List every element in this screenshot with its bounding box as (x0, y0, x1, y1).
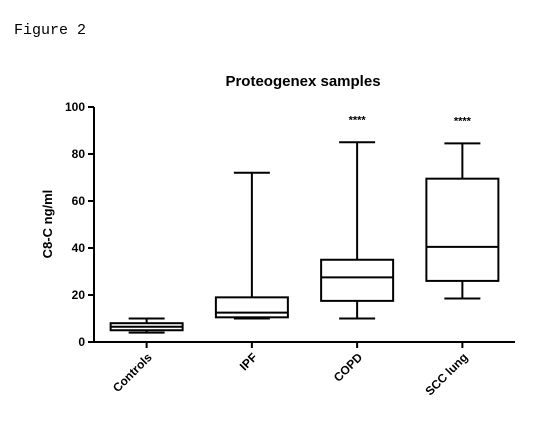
iqr-box (321, 260, 393, 301)
x-tick-label: Controls (110, 350, 155, 395)
y-ticks: 0 20 40 60 80 100 (65, 100, 94, 349)
box-2 (216, 173, 288, 319)
significance-label: **** (349, 114, 367, 126)
chart-title: Proteogenex samples (225, 73, 380, 90)
x-tick-label: COPD (331, 350, 366, 385)
box-4: **** (426, 115, 498, 298)
y-tick-label: 20 (72, 288, 86, 302)
box-3: **** (321, 114, 393, 318)
y-tick-label: 100 (65, 100, 85, 114)
significance-label: **** (454, 115, 472, 127)
y-tick-label: 0 (78, 335, 85, 349)
x-ticks: Controls IPF COPD SCC lung (110, 342, 471, 398)
boxes: **** **** (111, 114, 499, 332)
y-axis-label: C8-C ng/ml (40, 190, 55, 259)
box-1 (111, 319, 183, 333)
x-tick-label: IPF (237, 350, 260, 373)
x-tick-label: SCC lung (422, 350, 470, 398)
y-tick-label: 40 (72, 241, 86, 255)
y-tick-label: 60 (72, 194, 86, 208)
y-tick-label: 80 (72, 147, 86, 161)
iqr-box (216, 297, 288, 317)
iqr-box (426, 179, 498, 281)
